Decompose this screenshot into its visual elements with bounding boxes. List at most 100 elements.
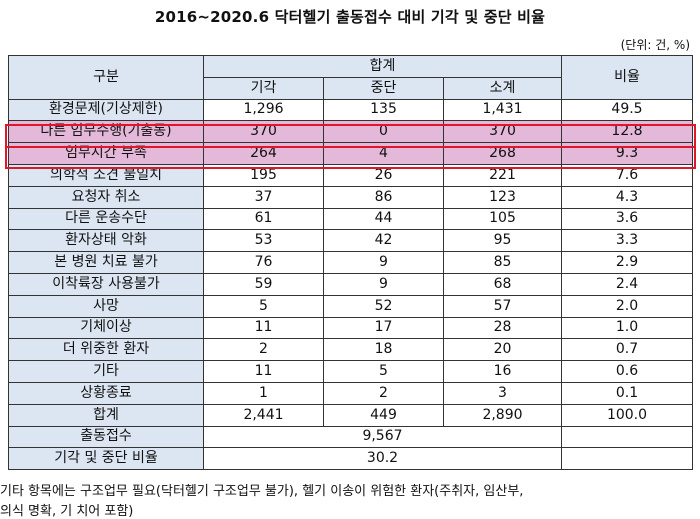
- cell-ratio: 9.3: [561, 142, 693, 165]
- cell-ratio: 49.5: [561, 98, 693, 122]
- cell-subtotal: 123: [443, 185, 562, 209]
- cell-subtotal: 68: [443, 272, 562, 296]
- row-label: 의학적 소견 불일치: [8, 163, 204, 187]
- cell-subtotal: 20: [443, 338, 562, 362]
- cell-rejected: 53: [203, 229, 324, 253]
- table-row: 상황종료 1 2 3 0.1: [8, 381, 693, 405]
- cell-rejected: 195: [203, 163, 324, 187]
- header-rejected: 기각: [203, 76, 324, 100]
- cell-ratio: 1.0: [561, 316, 693, 340]
- footnote-line-2: 의식 명확, 기 치어 포함): [0, 504, 134, 519]
- cell-ratio: 0.7: [561, 338, 693, 362]
- page-title: 2016~2020.6 닥터헬기 출동접수 대비 기각 및 중단 비율: [154, 8, 546, 26]
- table-row: 요청자 취소 37 86 123 4.3: [8, 185, 693, 209]
- cell-stopped: 26: [323, 163, 444, 187]
- dispatch-empty: [561, 425, 693, 449]
- cell-rejected: 61: [203, 207, 324, 231]
- cell-stopped: 135: [323, 98, 444, 122]
- cell-subtotal: 95: [443, 229, 562, 253]
- cell-subtotal: 57: [443, 294, 562, 318]
- cell-rejected: 59: [203, 272, 324, 296]
- cell-ratio: 2.4: [561, 272, 693, 296]
- row-label: 더 위중한 환자: [8, 338, 204, 362]
- row-label: 이착륙장 사용불가: [8, 272, 204, 296]
- total-rejected: 2,441: [203, 403, 324, 427]
- table-row: 의학적 소견 불일치 195 26 221 7.6: [8, 163, 693, 187]
- header-row-2: 기각 중단 소계: [9, 76, 693, 100]
- unit-label: (단위: 건, %): [620, 38, 690, 52]
- header-category: 구분: [8, 55, 204, 100]
- cell-rejected: 76: [203, 251, 324, 274]
- dispatch-label: 출동접수: [8, 425, 204, 449]
- row-label: 다른 임무수행(기출동): [8, 120, 204, 144]
- header-total-group: 합계: [203, 55, 562, 78]
- cell-rejected: 11: [203, 360, 324, 383]
- cell-stopped: 0: [323, 120, 444, 144]
- reject-ratio-row: 기각 및 중단 비율 30.2: [8, 447, 693, 471]
- row-label: 환경문제(기상제한): [8, 98, 204, 122]
- dispatch-row: 출동접수 9,567: [8, 425, 693, 449]
- cell-stopped: 2: [323, 381, 444, 405]
- cell-stopped: 18: [323, 338, 444, 362]
- header-row-1: 구분 합계 비율: [8, 55, 693, 100]
- cell-stopped: 42: [323, 229, 444, 253]
- table-row: 사망 5 52 57 2.0: [8, 294, 693, 318]
- cell-ratio: 3.6: [561, 207, 693, 231]
- cell-ratio: 0.6: [561, 360, 693, 383]
- cell-subtotal: 105: [443, 207, 562, 231]
- cell-rejected: 5: [203, 294, 324, 318]
- reject-ratio-label: 기각 및 중단 비율: [8, 447, 204, 471]
- table-row: 더 위중한 환자 2 18 20 0.7: [8, 338, 693, 362]
- dispatch-value: 9,567: [203, 425, 562, 449]
- header-stopped: 중단: [323, 76, 444, 100]
- cell-stopped: 9: [323, 272, 444, 296]
- cell-rejected: 264: [203, 142, 324, 165]
- cell-stopped: 52: [323, 294, 444, 318]
- row-label: 환자상태 악화: [8, 229, 204, 253]
- cell-rejected: 11: [203, 316, 324, 340]
- table-row: 기타 11 5 16 0.6: [8, 360, 693, 383]
- cell-subtotal: 3: [443, 381, 562, 405]
- footnote-line-1: 기타 항목에는 구조업무 필요(닥터헬기 구조업무 불가), 헬기 이송이 위험…: [0, 484, 524, 499]
- cell-stopped: 44: [323, 207, 444, 231]
- cell-ratio: 2.0: [561, 294, 693, 318]
- header-subtotal: 소계: [443, 76, 562, 100]
- table-row: 기체이상 11 17 28 1.0: [8, 316, 693, 340]
- stats-table: 구분 합계 비율 기각 중단 소계 환경문제(기상제한) 1,296 135 1…: [8, 55, 693, 471]
- table-row: 환경문제(기상제한) 1,296 135 1,431 49.5: [8, 98, 693, 122]
- cell-ratio: 2.9: [561, 251, 693, 274]
- cell-rejected: 2: [203, 338, 324, 362]
- total-label: 합계: [8, 403, 204, 427]
- total-subtotal: 2,890: [443, 403, 562, 427]
- row-label: 요청자 취소: [8, 185, 204, 209]
- cell-subtotal: 1,431: [443, 98, 562, 122]
- cell-rejected: 1,296: [203, 98, 324, 122]
- reject-ratio-value: 30.2: [203, 447, 562, 471]
- cell-ratio: 12.8: [561, 120, 693, 144]
- cell-stopped: 5: [323, 360, 444, 383]
- row-label: 사망: [8, 294, 204, 318]
- cell-stopped: 86: [323, 185, 444, 209]
- cell-rejected: 1: [203, 381, 324, 405]
- table-row: 다른 운송수단 61 44 105 3.6: [8, 207, 693, 231]
- cell-subtotal: 16: [443, 360, 562, 383]
- cell-stopped: 9: [323, 251, 444, 274]
- reject-ratio-empty: [561, 447, 693, 471]
- table-row: 본 병원 치료 불가 76 9 85 2.9: [8, 251, 693, 274]
- table-row: 환자상태 악화 53 42 95 3.3: [8, 229, 693, 253]
- row-label: 상황종료: [8, 381, 204, 405]
- cell-subtotal: 268: [443, 142, 562, 165]
- row-label: 다른 운송수단: [8, 207, 204, 231]
- cell-ratio: 7.6: [561, 163, 693, 187]
- cell-ratio: 4.3: [561, 185, 693, 209]
- total-stopped: 449: [323, 403, 444, 427]
- total-row: 합계 2,441 449 2,890 100.0: [8, 403, 693, 427]
- cell-subtotal: 85: [443, 251, 562, 274]
- cell-subtotal: 370: [443, 120, 562, 144]
- row-label: 임무시간 부족: [8, 142, 204, 165]
- table-row-highlighted: 임무시간 부족 264 4 268 9.3: [8, 142, 693, 165]
- row-label: 기타: [8, 360, 204, 383]
- cell-subtotal: 221: [443, 163, 562, 187]
- row-label: 기체이상: [8, 316, 204, 340]
- cell-rejected: 37: [203, 185, 324, 209]
